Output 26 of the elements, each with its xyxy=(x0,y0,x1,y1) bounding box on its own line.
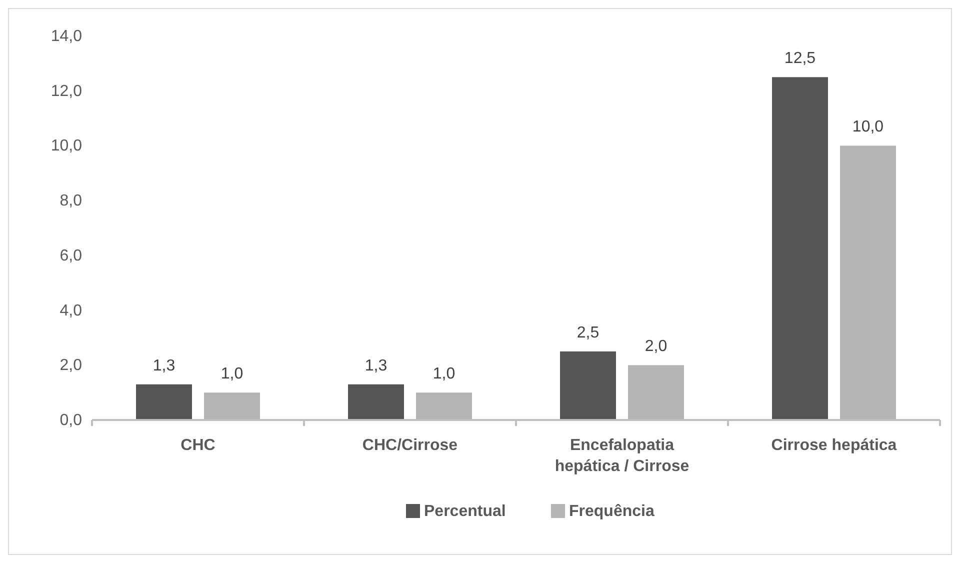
y-tick-label: 10,0 xyxy=(50,138,82,155)
data-label: 1,3 xyxy=(364,357,388,374)
y-tick-label: 12,0 xyxy=(50,82,82,100)
data-label: 1,3 xyxy=(152,357,176,374)
y-tick-label: 14,0 xyxy=(50,28,82,45)
data-label: 2,5 xyxy=(576,324,600,342)
data-label: 1,0 xyxy=(432,366,456,383)
data-label: 12,5 xyxy=(784,50,816,68)
y-tick-label: 4,0 xyxy=(60,302,82,320)
y-tick-label: 0,0 xyxy=(60,412,82,429)
x-tick-label: CHC xyxy=(180,437,216,454)
data-label: 1,0 xyxy=(220,366,244,383)
data-label: 10,0 xyxy=(852,118,884,136)
x-tick-label: Encefalopatia hepática / Cirrose xyxy=(554,437,690,475)
bar xyxy=(136,384,192,420)
legend-label: Frequência xyxy=(569,503,654,520)
y-tick-label: 2,0 xyxy=(60,357,82,374)
bar xyxy=(560,351,616,420)
y-tick-label: 8,0 xyxy=(60,192,82,210)
y-tick-label: 6,0 xyxy=(60,247,82,264)
x-tick-label: CHC/Cirrose xyxy=(362,437,458,454)
bar xyxy=(772,77,828,420)
legend-label: Percentual xyxy=(424,503,506,520)
x-tick-label: Cirrose hepática xyxy=(771,437,897,454)
bar xyxy=(348,384,404,420)
data-label: 2,0 xyxy=(644,338,668,356)
